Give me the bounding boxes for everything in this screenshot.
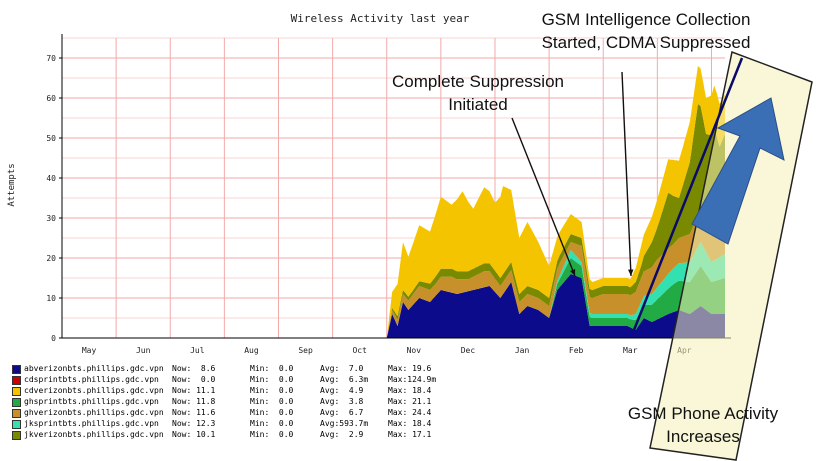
legend-min: Min: 0.0 xyxy=(250,375,294,384)
legend-name: jkverizonbts.phillips.gdc.vpn xyxy=(24,430,164,439)
legend-max: Max: 21.1 xyxy=(388,397,432,406)
x-tick-label: Aug xyxy=(244,346,259,355)
legend-min: Min: 0.0 xyxy=(250,419,294,428)
x-tick-label: Jan xyxy=(515,346,530,355)
legend-swatch xyxy=(12,431,21,440)
series-area-jkverizonbts xyxy=(386,104,725,338)
legend-row: ghsprintbts.phillips.gdc.vpn Now: 11.8 Min… xyxy=(12,397,482,407)
legend-avg: Avg: 6.3m xyxy=(320,375,369,384)
annotation-gsm-activity: GSM Phone Activity Increases xyxy=(598,402,808,448)
legend-avg: Avg: 7.0 xyxy=(320,364,364,373)
series-area-ghsprintbts xyxy=(386,258,725,338)
annotation-complete-suppression: Complete Suppression Initiated xyxy=(368,70,588,116)
annotation-gsm-activity-line1: GSM Phone Activity xyxy=(627,404,779,423)
legend-swatch xyxy=(12,409,21,418)
legend-avg: Avg: 4.9 xyxy=(320,386,364,395)
x-tick-label: Mar xyxy=(623,346,638,355)
series-area-abverizonbts xyxy=(386,274,725,338)
y-tick-label: 60 xyxy=(46,94,56,103)
legend-name: ghverizonbts.phillips.gdc.vpn xyxy=(24,408,164,417)
legend-row: jkverizonbts.phillips.gdc.vpn Now: 10.1 Mi… xyxy=(12,430,482,440)
y-tick-label: 20 xyxy=(46,254,56,263)
y-tick-label: 40 xyxy=(46,174,56,183)
legend-min: Min: 0.0 xyxy=(250,386,294,395)
legend-row: jksprintbts.phillips.gdc.vpn Now: 12.3 Min… xyxy=(12,419,482,429)
y-tick-label: 70 xyxy=(46,54,56,63)
x-tick-label: Feb xyxy=(569,346,584,355)
y-tick-label: 0 xyxy=(51,334,56,343)
legend-max: Max:124.9m xyxy=(388,375,437,384)
legend-name: cdsprintbts.phillips.gdc.vpn xyxy=(24,375,159,384)
legend-now: Now: 10.1 xyxy=(172,430,216,439)
legend-max: Max: 18.4 xyxy=(388,386,432,395)
legend-name: abverizonbts.phillips.gdc.vpn xyxy=(24,364,164,373)
legend-now: Now: 11.1 xyxy=(172,386,216,395)
trend-arrow xyxy=(691,97,785,245)
x-tick-label: May xyxy=(82,346,97,355)
legend-row: abverizonbts.phillips.gdc.vpn Now: 8.6 Min… xyxy=(12,364,482,374)
legend-avg: Avg: 3.8 xyxy=(320,397,364,406)
legend-min: Min: 0.0 xyxy=(250,364,294,373)
suppression-pointer-head xyxy=(570,269,576,276)
legend-avg: Avg: 6.7 xyxy=(320,408,364,417)
suppression-pointer xyxy=(511,117,576,277)
legend-now: Now: 0.0 xyxy=(172,375,216,384)
annotation-complete-suppression-line1: Complete Suppression xyxy=(392,72,564,91)
series-area-cdverizonbts xyxy=(386,66,725,338)
legend-swatch xyxy=(12,365,21,374)
y-axis-label: Attempts xyxy=(7,163,17,206)
legend-now: Now: 11.8 xyxy=(172,397,216,406)
legend-now: Now: 8.6 xyxy=(172,364,216,373)
legend-name: cdverizonbts.phillips.gdc.vpn xyxy=(24,386,164,395)
y-tick-label: 10 xyxy=(46,294,56,303)
series-area-jksprintbts xyxy=(386,242,725,338)
y-tick-label: 30 xyxy=(46,214,56,223)
y-tick-label: 50 xyxy=(46,134,56,143)
x-tick-label: Dec xyxy=(461,346,476,355)
x-tick-label: Nov xyxy=(407,346,422,355)
legend-max: Max: 19.6 xyxy=(388,364,432,373)
legend-name: ghsprintbts.phillips.gdc.vpn xyxy=(24,397,159,406)
legend-max: Max: 18.4 xyxy=(388,419,432,428)
legend-row: cdsprintbts.phillips.gdc.vpn Now: 0.0 Min:… xyxy=(12,375,482,385)
legend-row: cdverizonbts.phillips.gdc.vpn Now: 11.1 Mi… xyxy=(12,386,482,396)
trend-line xyxy=(632,57,744,331)
legend-min: Min: 0.0 xyxy=(250,397,294,406)
gsm-collection-pointer xyxy=(621,71,632,277)
legend-min: Min: 0.0 xyxy=(250,430,294,439)
legend-swatch xyxy=(12,398,21,407)
legend-swatch xyxy=(12,376,21,385)
legend-swatch xyxy=(12,420,21,429)
chart-title: Wireless Activity last year xyxy=(291,12,470,25)
x-tick-label: Oct xyxy=(352,346,367,355)
gsm-collection-pointer-head xyxy=(627,269,634,276)
legend-min: Min: 0.0 xyxy=(250,408,294,417)
legend-now: Now: 11.6 xyxy=(172,408,216,417)
annotation-gsm-activity-line2: Increases xyxy=(666,427,740,446)
legend-swatch xyxy=(12,387,21,396)
legend-max: Max: 17.1 xyxy=(388,430,432,439)
annotation-complete-suppression-line2: Initiated xyxy=(448,95,508,114)
x-tick-label: Jul xyxy=(190,346,205,355)
annotation-gsm-collection-line2: Started, CDMA Suppressed xyxy=(541,33,751,52)
x-tick-label: Jun xyxy=(136,346,151,355)
annotation-gsm-collection: GSM Intelligence Collection Started, CDM… xyxy=(496,8,796,54)
legend-max: Max: 24.4 xyxy=(388,408,432,417)
annotation-gsm-collection-line1: GSM Intelligence Collection xyxy=(541,10,751,29)
legend-avg: Avg:593.7m xyxy=(320,419,369,428)
plot-area: 0 10 20 30 40 50 60 70 May Jun Jul Aug Sep Oct Nov Dec J… xyxy=(46,34,813,461)
legend-avg: Avg: 2.9 xyxy=(320,430,364,439)
legend-now: Now: 12.3 xyxy=(172,419,216,428)
legend-row: ghverizonbts.phillips.gdc.vpn Now: 11.6 Mi… xyxy=(12,408,482,418)
legend-name: jksprintbts.phillips.gdc.vpn xyxy=(24,419,159,428)
x-tick-label: Sep xyxy=(298,346,313,355)
